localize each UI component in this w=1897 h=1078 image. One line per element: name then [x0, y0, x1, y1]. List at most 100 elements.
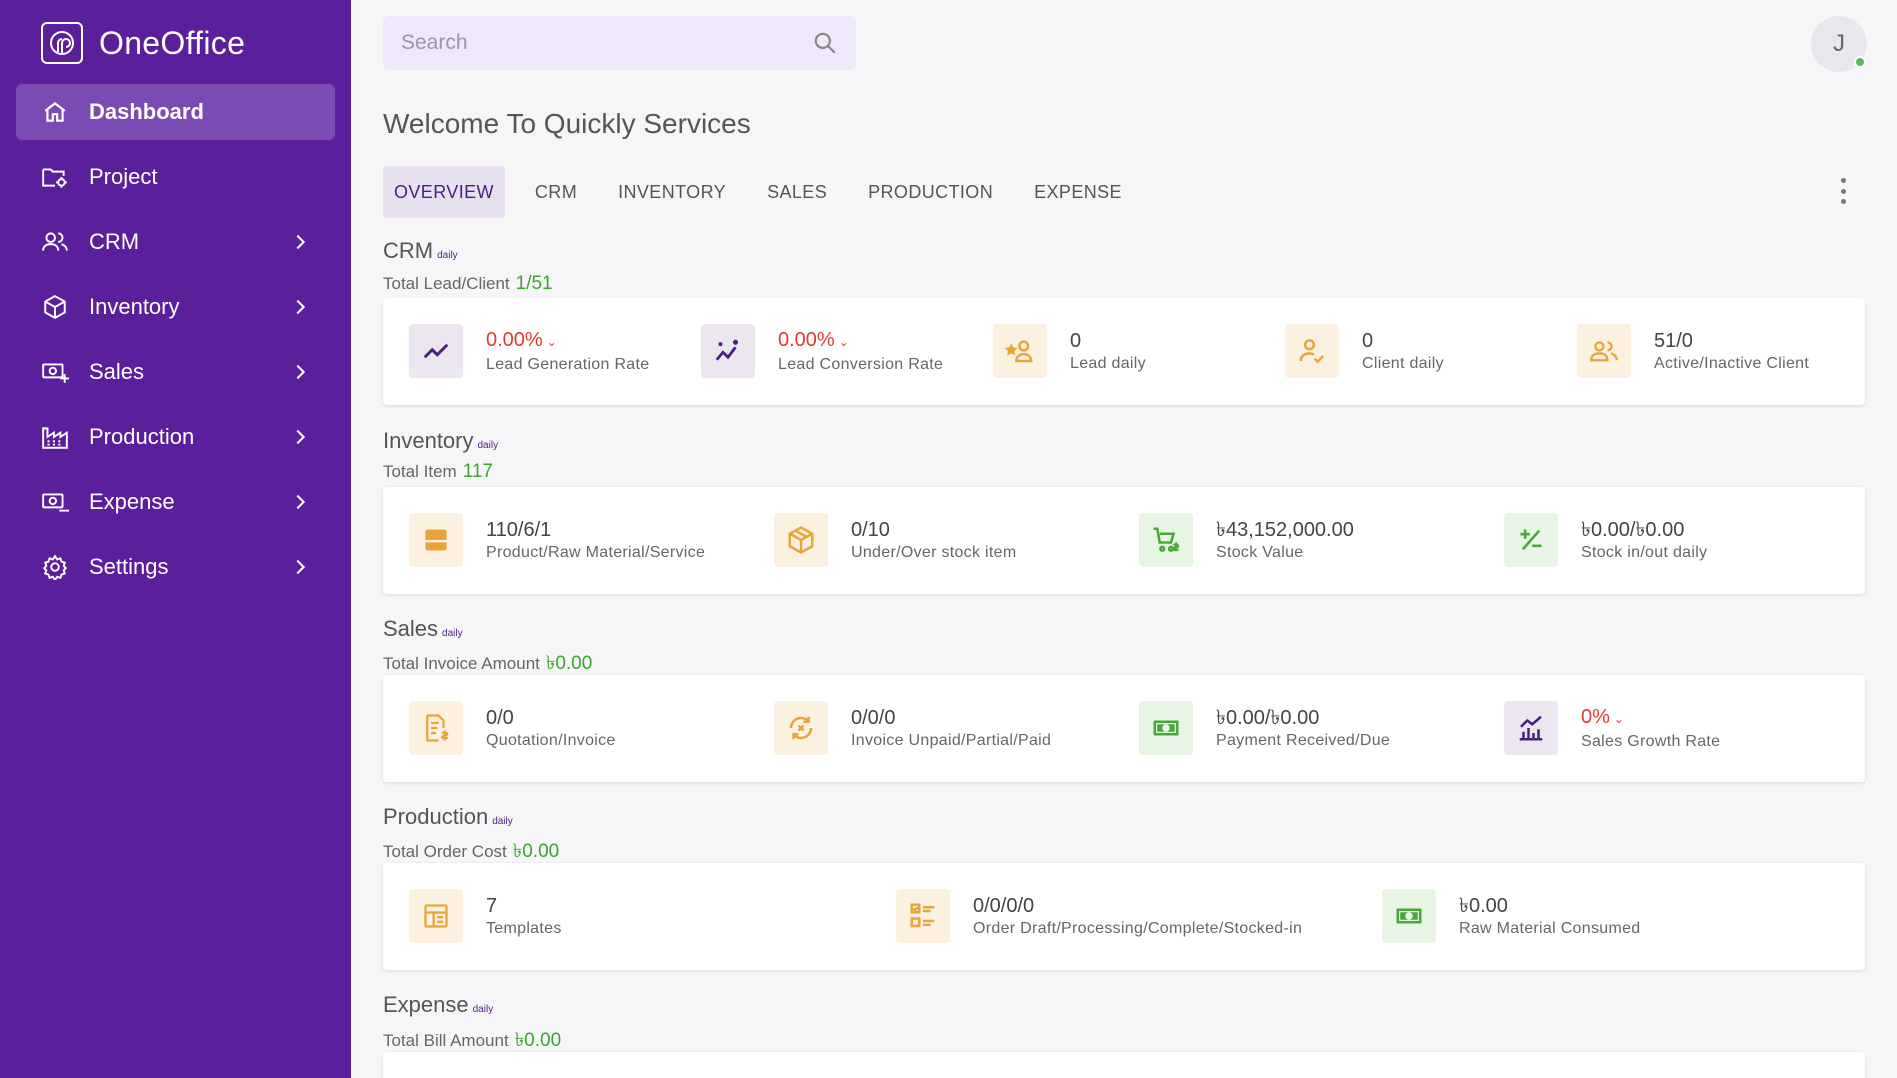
gear-icon — [40, 552, 70, 582]
stat-client-daily[interactable]: 0 Client daily — [1285, 324, 1444, 378]
stat-invoice-unpaid-partial-paid[interactable]: 0/0/0 Invoice Unpaid/Partial/Paid — [774, 701, 1051, 755]
expense-stats-card — [383, 1052, 1865, 1078]
archive-icon — [409, 513, 463, 567]
sidebar-item-production[interactable]: Production — [16, 409, 335, 465]
sidebar-item-project[interactable]: Project — [16, 149, 335, 205]
section-title-text: Inventory — [383, 428, 474, 453]
stat-raw-material-consumed[interactable]: ৳0.00 Raw Material Consumed — [1382, 889, 1640, 943]
stat-lead-conversion-rate[interactable]: 0.00% ⌄ Lead Conversion Rate — [701, 324, 943, 378]
sidebar-item-crm[interactable]: CRM — [16, 214, 335, 270]
home-icon — [40, 97, 70, 127]
stat-stock-value[interactable]: ৳43,152,000.00 Stock Value — [1139, 513, 1354, 567]
stat-value: ৳0.00/৳0.00 — [1581, 519, 1685, 541]
stat-stock-in-out-daily[interactable]: ৳0.00/৳0.00 Stock in/out daily — [1504, 513, 1707, 567]
user-star-icon — [993, 324, 1047, 378]
stat-label: Stock Value — [1216, 544, 1304, 561]
chevron-right-icon — [296, 559, 306, 575]
more-options-icon[interactable] — [1839, 178, 1847, 204]
search-icon[interactable] — [812, 30, 838, 56]
tab-expense[interactable]: EXPENSE — [1034, 181, 1122, 202]
inventory-total-value: 117 — [462, 461, 493, 482]
stat-value: 0% — [1581, 706, 1610, 728]
sidebar-item-label: Production — [89, 424, 195, 449]
daily-tag: daily — [492, 816, 513, 827]
sidebar-item-label: CRM — [89, 229, 140, 254]
stat-label: Under/Over stock item — [851, 544, 1017, 561]
section-title-text: CRM — [383, 238, 434, 263]
caret-down-icon: ⌄ — [838, 335, 849, 349]
stat-product-raw-service[interactable]: 110/6/1 Product/Raw Material/Service — [409, 513, 705, 567]
section-title-text: Production — [383, 804, 489, 829]
stat-value: 0/10 — [851, 519, 890, 541]
chevron-right-icon — [296, 494, 306, 510]
crm-stats-card: 0.00% ⌄ Lead Generation Rate 0.00% ⌄ Lead Co… — [383, 298, 1865, 405]
box-icon — [40, 292, 70, 322]
users-icon — [40, 227, 70, 257]
section-title-production: Production daily — [383, 804, 513, 830]
online-status-dot — [1854, 56, 1866, 68]
stat-templates[interactable]: 7 Templates — [409, 889, 562, 943]
sidebar-item-label: Inventory — [89, 294, 180, 319]
section-title-expense: Expense daily — [383, 992, 493, 1018]
invoice-dollar-icon — [409, 701, 463, 755]
section-title-crm: CRM daily — [383, 238, 458, 264]
chevron-right-icon — [296, 299, 306, 315]
sidebar: OneOffice Dashboard Project CRM Inventor… — [0, 0, 351, 1078]
tab-inventory[interactable]: INVENTORY — [618, 181, 727, 202]
stat-lead-generation-rate[interactable]: 0.00% ⌄ Lead Generation Rate — [409, 324, 649, 378]
folder-gear-icon — [40, 162, 70, 192]
brand[interactable]: OneOffice — [41, 22, 245, 64]
sales-total-value: ৳0.00 — [545, 653, 593, 674]
search-bar[interactable] — [383, 16, 856, 70]
expense-total-value: ৳0.00 — [514, 1030, 562, 1051]
crm-total-label: Total Lead/Client — [383, 274, 510, 293]
tab-overview[interactable]: OVERVIEW — [383, 166, 505, 218]
sidebar-item-sales[interactable]: Sales — [16, 344, 335, 400]
stat-sales-growth-rate[interactable]: 0% ⌄ Sales Growth Rate — [1504, 701, 1720, 755]
user-check-icon — [1285, 324, 1339, 378]
section-title-sales: Sales daily — [383, 616, 463, 642]
stat-payment-received-due[interactable]: ৳0.00/৳0.00 Payment Received/Due — [1139, 701, 1390, 755]
expense-total-label: Total Bill Amount — [383, 1031, 509, 1050]
stat-value: ৳0.00 — [1459, 895, 1508, 917]
stat-value: ৳43,152,000.00 — [1216, 519, 1354, 541]
inventory-stats-card: 110/6/1 Product/Raw Material/Service 0/10… — [383, 487, 1865, 594]
stat-value: 0.00% — [778, 329, 835, 351]
sidebar-item-expense[interactable]: Expense — [16, 474, 335, 530]
production-total-label: Total Order Cost — [383, 842, 507, 861]
cash-plus-icon — [40, 357, 70, 387]
package-icon — [774, 513, 828, 567]
production-stats-card: 7 Templates 0/0/0/0 Order Draft/Processing… — [383, 863, 1865, 970]
search-input[interactable] — [401, 31, 812, 55]
inventory-total-label: Total Item — [383, 462, 457, 481]
stat-under-over-stock[interactable]: 0/10 Under/Over stock item — [774, 513, 1016, 567]
plus-minus-icon — [1504, 513, 1558, 567]
tab-sales[interactable]: SALES — [767, 181, 828, 202]
stat-order-status[interactable]: 0/0/0/0 Order Draft/Processing/Complete/S… — [896, 889, 1302, 943]
caret-down-icon: ⌄ — [546, 335, 557, 349]
stat-value: 0/0/0 — [851, 707, 896, 729]
stat-value: 0.00% — [486, 329, 543, 351]
sidebar-item-label: Project — [89, 164, 158, 189]
stat-quotation-invoice[interactable]: 0/0 Quotation/Invoice — [409, 701, 616, 755]
tab-crm[interactable]: CRM — [534, 181, 578, 202]
sidebar-item-inventory[interactable]: Inventory — [16, 279, 335, 335]
sparkle-trend-icon — [701, 324, 755, 378]
tab-production[interactable]: PRODUCTION — [868, 181, 994, 202]
stat-label: Raw Material Consumed — [1459, 920, 1641, 937]
cart-dollar-icon — [1139, 513, 1193, 567]
stat-value: 0/0/0/0 — [973, 895, 1035, 917]
banknote-icon — [1139, 701, 1193, 755]
sidebar-item-label: Dashboard — [89, 99, 204, 124]
sidebar-item-settings[interactable]: Settings — [16, 539, 335, 595]
avatar[interactable]: J — [1811, 16, 1867, 72]
sidebar-item-dashboard[interactable]: Dashboard — [16, 84, 335, 140]
sales-total: Total Invoice Amount ৳0.00 — [383, 649, 592, 681]
stat-label: Templates — [486, 920, 562, 937]
stat-active-inactive-client[interactable]: 51/0 Active/Inactive Client — [1577, 324, 1809, 378]
stat-lead-daily[interactable]: 0 Lead daily — [993, 324, 1146, 378]
daily-tag: daily — [437, 250, 458, 261]
trend-line-icon — [409, 324, 463, 378]
inventory-total: Total Item 117 — [383, 461, 493, 483]
sidebar-nav: Dashboard Project CRM Inventory Sales Pr… — [16, 84, 335, 604]
